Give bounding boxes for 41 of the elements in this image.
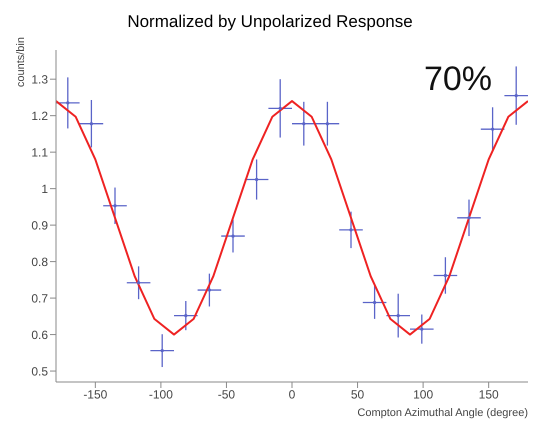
- point: [278, 106, 282, 110]
- point: [396, 314, 400, 318]
- point: [137, 281, 140, 284]
- x-tick-label: 150: [478, 388, 499, 402]
- y-tick-label: 1.2: [31, 108, 48, 123]
- y-tick-label: 0.7: [31, 291, 48, 306]
- point: [302, 122, 306, 126]
- x-tick-label: 50: [350, 388, 365, 402]
- point: [467, 216, 471, 220]
- point: [208, 288, 211, 292]
- y-tick-label: 1.3: [31, 72, 48, 86]
- point: [444, 274, 447, 278]
- point: [420, 328, 424, 331]
- point: [184, 314, 188, 318]
- point: [66, 101, 70, 104]
- line-series: [56, 100, 528, 336]
- y-tick-label: 1.1: [31, 145, 48, 160]
- point: [514, 94, 518, 98]
- y-tick-label: 0.5: [31, 364, 48, 378]
- x-axis-title: Compton Azimuthal Angle (degree): [357, 407, 528, 419]
- x-tick-label: 0: [288, 388, 296, 402]
- point: [113, 204, 117, 208]
- y-tick-label: 1: [41, 182, 48, 196]
- x-tick-label: 100: [413, 388, 434, 402]
- y-axis-title: counts/bin: [15, 37, 27, 90]
- chart-title: Normalized by Unpolarized Response: [127, 12, 413, 31]
- point: [491, 128, 494, 131]
- point: [373, 300, 376, 304]
- x-tick-label: -150: [83, 388, 108, 402]
- x-tick-label: -50: [218, 388, 236, 402]
- point: [231, 234, 235, 238]
- y-tick-label: 0.6: [31, 328, 48, 342]
- x-tick-label: -100: [148, 388, 174, 402]
- y-tick-label: 0.8: [31, 254, 48, 269]
- y-tick-label: 0.9: [31, 218, 48, 232]
- point: [349, 228, 353, 232]
- point: [326, 122, 329, 126]
- annotation: 70%: [424, 60, 492, 99]
- point: [90, 122, 93, 126]
- point: [255, 178, 258, 182]
- point: [160, 349, 164, 352]
